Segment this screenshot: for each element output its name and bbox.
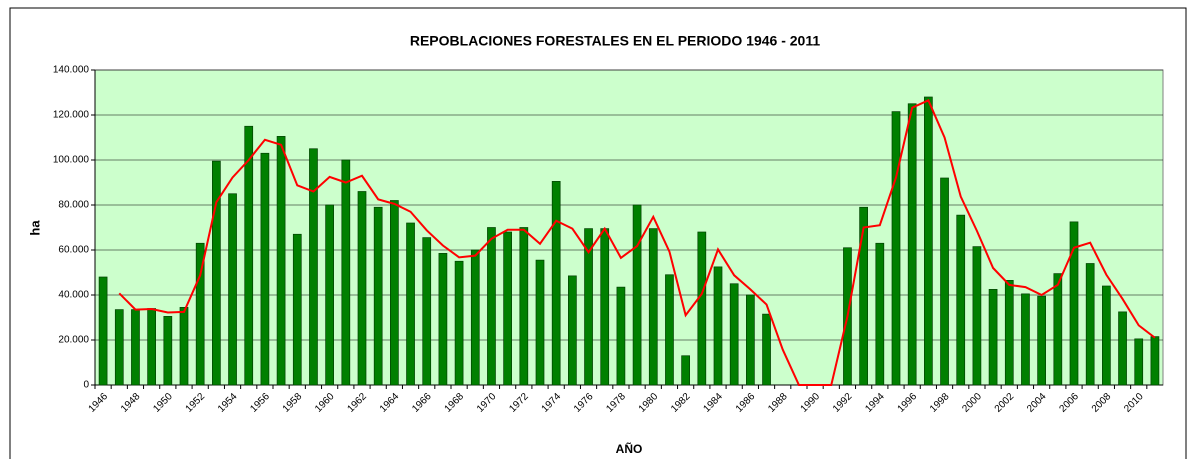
- bar: [147, 308, 156, 386]
- bar: [179, 307, 189, 386]
- bar: [681, 355, 690, 386]
- bar: [292, 233, 302, 386]
- bar: [341, 159, 351, 386]
- bar: [697, 231, 707, 386]
- bar: [373, 206, 383, 386]
- bar: [1037, 295, 1046, 386]
- bar: [487, 227, 496, 386]
- bar: [616, 286, 626, 386]
- x-axis-label: AÑO: [616, 441, 643, 456]
- bar: [438, 253, 448, 386]
- bar: [228, 193, 237, 386]
- bar: [406, 222, 415, 386]
- bar: [1118, 311, 1127, 386]
- bar: [357, 191, 367, 386]
- y-tick-label: 140.000: [53, 65, 90, 76]
- bar: [260, 152, 270, 386]
- bar: [584, 228, 593, 386]
- bar: [859, 206, 868, 386]
- bar: [665, 274, 674, 386]
- bar: [390, 200, 399, 386]
- bar: [422, 237, 432, 386]
- bar: [891, 111, 901, 386]
- bar: [1102, 285, 1111, 386]
- plot-area: [94, 69, 1164, 386]
- y-tick-label: 60.000: [58, 245, 89, 256]
- bar: [131, 309, 140, 386]
- bar: [940, 177, 949, 386]
- bar: [956, 214, 966, 386]
- bar: [1150, 336, 1160, 386]
- y-tick-label: 120.000: [53, 110, 90, 121]
- bar: [276, 136, 286, 386]
- bar: [924, 96, 933, 386]
- bar: [729, 283, 739, 386]
- y-tick-label: 20.000: [58, 335, 89, 346]
- bar: [648, 228, 658, 386]
- bar: [519, 227, 529, 386]
- bar: [325, 204, 334, 386]
- y-tick-label: 100.000: [53, 155, 90, 166]
- bar: [972, 246, 982, 386]
- bar: [470, 249, 480, 386]
- bar: [1069, 221, 1079, 386]
- bar: [713, 266, 723, 386]
- chart-title: REPOBLACIONES FORESTALES EN EL PERIODO 1…: [410, 33, 820, 49]
- bar: [163, 316, 173, 386]
- bar: [568, 275, 577, 386]
- bar: [632, 204, 642, 386]
- bar: [988, 289, 998, 386]
- bar: [600, 228, 610, 386]
- bar: [551, 181, 561, 386]
- moving-average-line: [118, 99, 1156, 386]
- y-tick-label: 40.000: [58, 290, 89, 301]
- bar: [1134, 338, 1144, 386]
- bar: [309, 148, 318, 386]
- bar: [535, 259, 545, 386]
- bar: [454, 260, 464, 386]
- bar: [98, 276, 108, 386]
- bar: [1053, 273, 1063, 386]
- bar: [212, 160, 221, 386]
- bar: [114, 309, 124, 386]
- bar: [1085, 263, 1095, 386]
- bar: [503, 231, 512, 386]
- bar: [762, 313, 771, 386]
- bar: [875, 242, 885, 386]
- y-tick-label: 80.000: [58, 200, 89, 211]
- bar: [746, 294, 755, 386]
- y-axis-label: ha: [27, 220, 42, 236]
- bar: [244, 125, 254, 386]
- bar: [907, 103, 917, 386]
- y-tick-label: 0: [83, 380, 89, 391]
- bar: [1021, 293, 1030, 386]
- bar: [1004, 280, 1014, 386]
- bar: [195, 242, 205, 386]
